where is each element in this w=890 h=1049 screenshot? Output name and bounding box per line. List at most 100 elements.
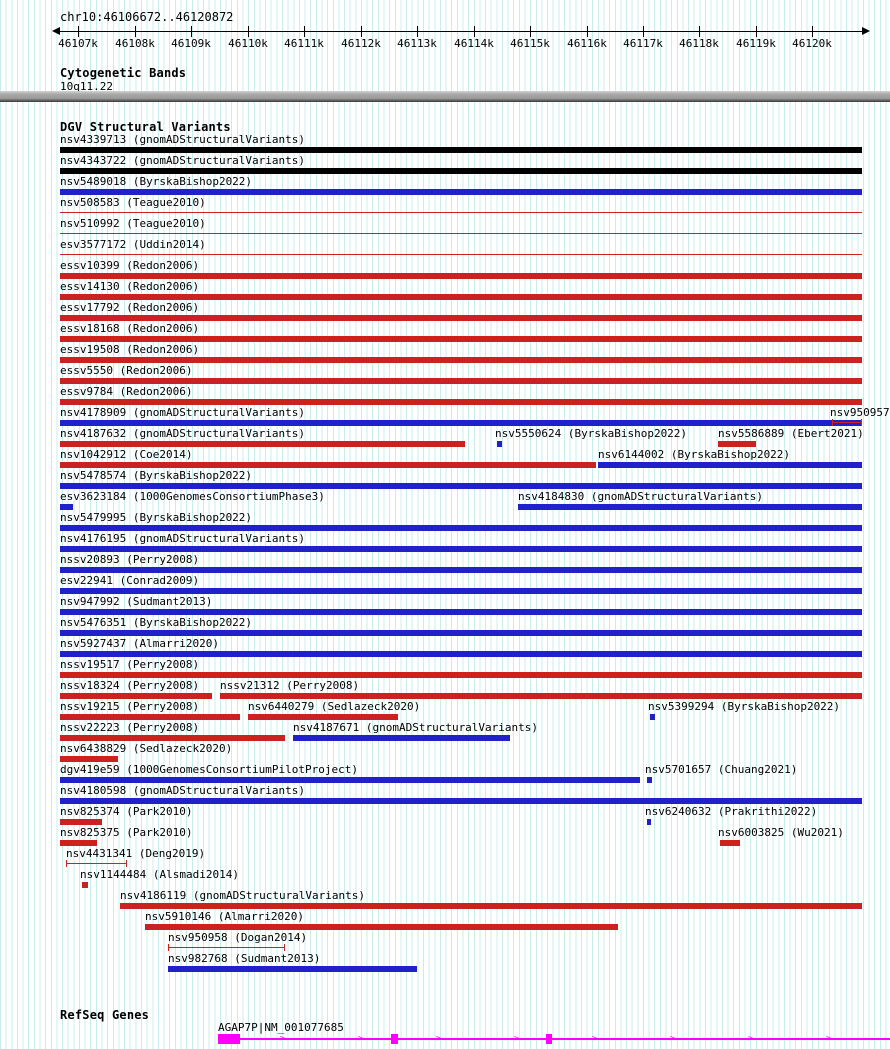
variant-bar[interactable] (60, 798, 862, 804)
variant-label[interactable]: nssv21312 (Perry2008) (220, 679, 360, 692)
variant-bar[interactable] (60, 819, 102, 825)
variant-bar[interactable] (60, 777, 640, 783)
variant-label[interactable]: esv22941 (Conrad2009) (60, 574, 200, 587)
variant-bar[interactable] (60, 840, 97, 846)
variant-bar[interactable] (60, 630, 862, 636)
variant-label[interactable]: nsv4339713 (gnomADStructuralVariants) (60, 133, 306, 146)
variant-bar[interactable] (60, 588, 862, 594)
variant-label[interactable]: nsv5586889 (Ebert2021) (718, 427, 864, 440)
variant-line[interactable] (60, 233, 862, 234)
variant-ibeam[interactable] (832, 419, 862, 427)
variant-line[interactable] (60, 254, 862, 255)
variant-label[interactable]: nsv825375 (Park2010) (60, 826, 193, 839)
gene-label[interactable]: AGAP7P|NM_001077685 (218, 1021, 344, 1034)
variant-bar[interactable] (60, 714, 240, 720)
variant-bar[interactable] (60, 462, 596, 468)
variant-bar[interactable] (60, 168, 862, 174)
variant-label[interactable]: essv19508 (Redon2006) (60, 343, 200, 356)
variant-bar[interactable] (120, 903, 862, 909)
variant-bar[interactable] (60, 147, 862, 153)
variant-label[interactable]: nsv6440279 (Sedlazeck2020) (248, 700, 421, 713)
variant-label[interactable]: nsv6240632 (Prakrithi2022) (645, 805, 818, 818)
variant-label[interactable]: nsv5910146 (Almarri2020) (145, 910, 304, 923)
variant-label[interactable]: nsv1144484 (Alsmadi2014) (80, 868, 239, 881)
variant-label[interactable]: nsv5399294 (ByrskaBishop2022) (648, 700, 841, 713)
variant-bar[interactable] (598, 462, 862, 468)
variant-label[interactable]: essv18168 (Redon2006) (60, 322, 200, 335)
variant-label[interactable]: nssv19517 (Perry2008) (60, 658, 200, 671)
variant-bar[interactable] (60, 378, 862, 384)
variant-bar[interactable] (60, 672, 862, 678)
variant-bar[interactable] (60, 441, 465, 447)
variant-bar[interactable] (497, 441, 502, 447)
variant-bar[interactable] (145, 924, 618, 930)
variant-label[interactable]: nssv19215 (Perry2008) (60, 700, 200, 713)
variant-bar[interactable] (293, 735, 510, 741)
variant-label[interactable]: nsv950957 (830, 406, 890, 419)
variant-bar[interactable] (647, 819, 651, 825)
variant-label[interactable]: nsv4431341 (Deng2019) (66, 847, 206, 860)
variant-ibeam[interactable] (66, 860, 127, 868)
variant-label[interactable]: nsv825374 (Park2010) (60, 805, 193, 818)
variant-line[interactable] (60, 212, 862, 213)
variant-bar[interactable] (720, 840, 740, 846)
variant-label[interactable]: essv9784 (Redon2006) (60, 385, 193, 398)
variant-bar[interactable] (60, 189, 862, 195)
variant-bar[interactable] (60, 567, 862, 573)
variant-bar[interactable] (60, 357, 862, 363)
variant-label[interactable]: nsv6144002 (ByrskaBishop2022) (598, 448, 791, 461)
variant-label[interactable]: nsv5478574 (ByrskaBishop2022) (60, 469, 253, 482)
variant-bar[interactable] (60, 546, 862, 552)
variant-bar[interactable] (168, 966, 417, 972)
variant-label[interactable]: nsv6003825 (Wu2021) (718, 826, 844, 839)
variant-bar[interactable] (60, 336, 862, 342)
variant-bar[interactable] (60, 399, 862, 405)
variant-label[interactable]: nsv4184830 (gnomADStructuralVariants) (518, 490, 764, 503)
variant-ibeam[interactable] (168, 944, 285, 952)
variant-label[interactable]: esv3577172 (Uddin2014) (60, 238, 206, 251)
variant-label[interactable]: nsv5701657 (Chuang2021) (645, 763, 798, 776)
variant-label[interactable]: nsv508583 (Teague2010) (60, 196, 206, 209)
variant-bar[interactable] (518, 504, 862, 510)
variant-label[interactable]: dgv419e59 (1000GenomesConsortiumPilotPro… (60, 763, 359, 776)
variant-bar[interactable] (60, 525, 862, 531)
variant-label[interactable]: nsv950958 (Dogan2014) (168, 931, 308, 944)
variant-label[interactable]: essv10399 (Redon2006) (60, 259, 200, 272)
variant-label[interactable]: nsv5927437 (Almarri2020) (60, 637, 219, 650)
variant-bar[interactable] (60, 693, 212, 699)
variant-label[interactable]: nsv4187671 (gnomADStructuralVariants) (293, 721, 539, 734)
variant-label[interactable]: nsv510992 (Teague2010) (60, 217, 206, 230)
variant-bar[interactable] (60, 273, 862, 279)
variant-label[interactable]: nssv20893 (Perry2008) (60, 553, 200, 566)
gene-exon[interactable] (218, 1034, 240, 1044)
variant-bar[interactable] (220, 693, 862, 699)
variant-label[interactable]: nsv4180598 (gnomADStructuralVariants) (60, 784, 306, 797)
coordinate-ruler[interactable]: 46107k 46108k 46109k 46110k 46111k 46112k 4611… (0, 0, 890, 52)
variant-bar[interactable] (60, 315, 862, 321)
gene-intron-line[interactable] (218, 1038, 890, 1040)
variant-label[interactable]: esv3623184 (1000GenomesConsortiumPhase3) (60, 490, 325, 503)
variant-label[interactable]: nsv5550624 (ByrskaBishop2022) (495, 427, 688, 440)
variant-bar[interactable] (647, 777, 652, 783)
variant-label[interactable]: essv17792 (Redon2006) (60, 301, 200, 314)
variant-bar[interactable] (718, 441, 756, 447)
variant-label[interactable]: essv5550 (Redon2006) (60, 364, 193, 377)
variant-label[interactable]: nsv4187632 (gnomADStructuralVariants) (60, 427, 306, 440)
variant-bar[interactable] (60, 294, 862, 300)
variant-label[interactable]: nsv5476351 (ByrskaBishop2022) (60, 616, 253, 629)
variant-bar[interactable] (60, 735, 285, 741)
variant-label[interactable]: nsv4176195 (gnomADStructuralVariants) (60, 532, 306, 545)
variant-bar[interactable] (60, 420, 862, 426)
variant-bar[interactable] (60, 756, 118, 762)
variant-label[interactable]: nssv22223 (Perry2008) (60, 721, 200, 734)
variant-label[interactable]: nsv947992 (Sudmant2013) (60, 595, 213, 608)
variant-bar[interactable] (82, 882, 88, 888)
variant-label[interactable]: nsv982768 (Sudmant2013) (168, 952, 321, 965)
variant-label[interactable]: nsv6438829 (Sedlazeck2020) (60, 742, 233, 755)
variant-label[interactable]: nsv5489018 (ByrskaBishop2022) (60, 175, 253, 188)
variant-label[interactable]: essv14130 (Redon2006) (60, 280, 200, 293)
variant-label[interactable]: nssv18324 (Perry2008) (60, 679, 200, 692)
variant-bar[interactable] (60, 651, 862, 657)
variant-label[interactable]: nsv5479995 (ByrskaBishop2022) (60, 511, 253, 524)
gene-exon[interactable] (546, 1034, 552, 1044)
